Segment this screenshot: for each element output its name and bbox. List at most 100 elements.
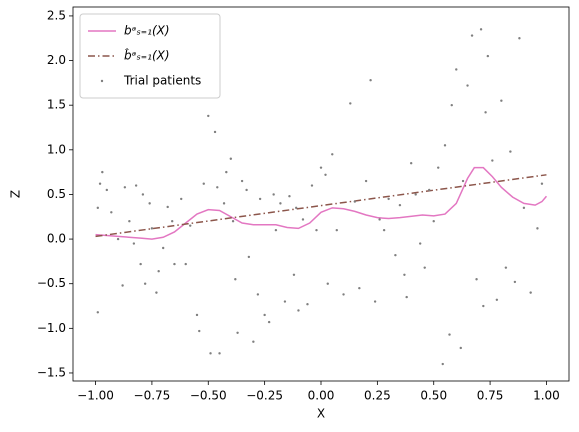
y-tick-label: 0.0 <box>47 232 66 246</box>
scatter-point <box>466 84 469 87</box>
scatter-point <box>150 227 154 230</box>
scatter-point <box>475 278 478 281</box>
scatter-point <box>139 262 142 266</box>
legend-box <box>79 13 221 99</box>
scatter-point <box>198 329 201 333</box>
scatter-point <box>518 37 521 40</box>
scatter-point <box>279 202 282 205</box>
scatter-point <box>504 266 508 269</box>
x-axis-label: X <box>317 407 325 421</box>
x-tick-label: 0.50 <box>420 389 447 403</box>
scatter-point <box>128 220 131 223</box>
scatter-point <box>256 293 260 296</box>
x-tick-label: 0.00 <box>308 389 335 403</box>
scatter-point <box>98 182 102 185</box>
scatter-point <box>267 320 271 324</box>
y-tick-label: 1.5 <box>47 98 66 112</box>
y-tick-label: −0.5 <box>37 276 66 290</box>
scatter-point <box>96 206 100 210</box>
scatter-point <box>272 193 275 196</box>
scatter-point <box>301 218 305 221</box>
scatter-point <box>143 282 147 285</box>
scatter-point <box>358 286 361 290</box>
scatter-point <box>509 150 512 153</box>
scatter-point <box>213 130 217 134</box>
legend-marker <box>100 79 104 83</box>
scatter-point <box>536 227 539 230</box>
scatter-point <box>110 211 113 214</box>
scatter-point <box>166 205 169 209</box>
scatter-point <box>209 352 212 355</box>
scatter-point <box>288 195 291 198</box>
legend-label: b̂ᵃₛ₌₁(X) <box>124 48 170 62</box>
scatter-point <box>353 200 357 203</box>
y-tick-label: 0.5 <box>47 187 66 201</box>
scatter-point <box>484 111 487 114</box>
x-tick-label: −1.00 <box>77 389 114 403</box>
scatter-point <box>448 333 451 336</box>
scatter-point <box>491 159 494 162</box>
scatter-point <box>500 99 503 102</box>
scatter-point <box>495 298 499 301</box>
x-tick-label: 0.75 <box>477 389 504 403</box>
scatter-point <box>331 153 334 156</box>
scatter-point <box>218 352 221 355</box>
scatter-point <box>414 193 417 196</box>
scatter-point <box>470 34 474 37</box>
scatter-point <box>405 295 408 299</box>
plot-frame <box>72 6 570 382</box>
scatter-point <box>96 311 100 314</box>
scatter-point <box>382 228 386 232</box>
scatter-point <box>326 282 329 285</box>
scatter-point <box>486 54 490 58</box>
scatter-point <box>297 309 300 312</box>
line <box>95 166 548 240</box>
scatter-point <box>202 182 205 185</box>
scatter-point <box>398 203 402 207</box>
scatter-point <box>423 266 426 269</box>
scatter-point <box>373 300 377 303</box>
x-tick-label: −0.75 <box>134 389 171 403</box>
scatter-point <box>409 162 413 165</box>
scatter-point <box>522 206 526 210</box>
scatter-point <box>240 179 244 183</box>
scatter-point <box>378 218 381 221</box>
scatter-point <box>207 114 210 118</box>
scatter-point <box>105 188 109 192</box>
y-axis-label: Z <box>9 190 23 198</box>
scatter-point <box>101 170 104 174</box>
scatter-point <box>173 262 176 266</box>
scatter-point <box>116 237 120 241</box>
scatter-point <box>184 262 187 266</box>
scatter-point <box>479 28 483 31</box>
y-tick-label: −1.0 <box>37 321 66 335</box>
scatter-point <box>513 280 517 284</box>
scatter-point <box>432 220 435 223</box>
scatter-point <box>443 144 447 147</box>
scatter-point <box>461 179 465 183</box>
scatter-point <box>231 220 235 223</box>
scatter-point <box>157 270 160 273</box>
scatter-point <box>236 331 239 334</box>
scatter-point <box>229 157 233 160</box>
scatter-point <box>189 224 192 227</box>
scatter-point <box>155 291 158 294</box>
scatter-point <box>403 273 406 276</box>
scatter-point <box>315 228 318 232</box>
legend-label: bᵃₛ₌₁(X) <box>124 24 170 38</box>
scatter-point <box>419 242 422 245</box>
scatter-point <box>171 220 174 223</box>
scatter-point <box>319 166 323 169</box>
scatter-point <box>450 103 453 107</box>
y-tick-label: −1.5 <box>37 365 66 379</box>
scatter-point <box>428 188 431 192</box>
scatter-point <box>292 273 296 276</box>
scatter-point <box>437 166 440 169</box>
scatter-point <box>195 313 199 317</box>
scatter-point <box>335 228 338 232</box>
scatter-point <box>132 242 136 245</box>
scatter-point <box>247 255 251 259</box>
scatter-point <box>216 186 219 189</box>
